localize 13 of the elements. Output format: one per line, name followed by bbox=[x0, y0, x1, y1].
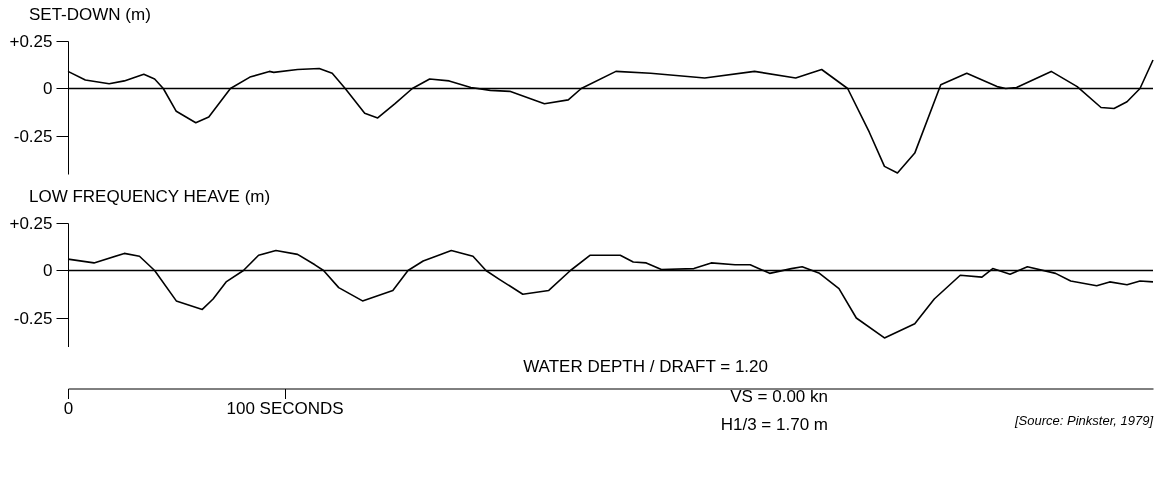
text: [Source: Pinkster, 1979] bbox=[1013, 412, 1154, 428]
y-tick-label: +0.25 bbox=[9, 31, 53, 51]
chart-title: LOW FREQUENCY HEAVE (m) bbox=[28, 187, 271, 206]
y-tick-label: 0 bbox=[43, 261, 53, 280]
y-tick-label: -0.25 bbox=[13, 308, 53, 328]
y-tick-label: -0.25 bbox=[13, 126, 53, 146]
x-tick-label: 100 SECONDS bbox=[226, 399, 344, 418]
y-tick-label: +0.25 bbox=[9, 213, 53, 233]
text: WATER DEPTH / DRAFT = 1.20 bbox=[523, 356, 768, 376]
y-tick-label: 0 bbox=[43, 79, 53, 98]
text: VS = 0.00 kn bbox=[730, 386, 828, 406]
text: H1/3 = 1.70 m bbox=[720, 414, 828, 434]
chart-title: SET-DOWN (m) bbox=[28, 5, 151, 24]
